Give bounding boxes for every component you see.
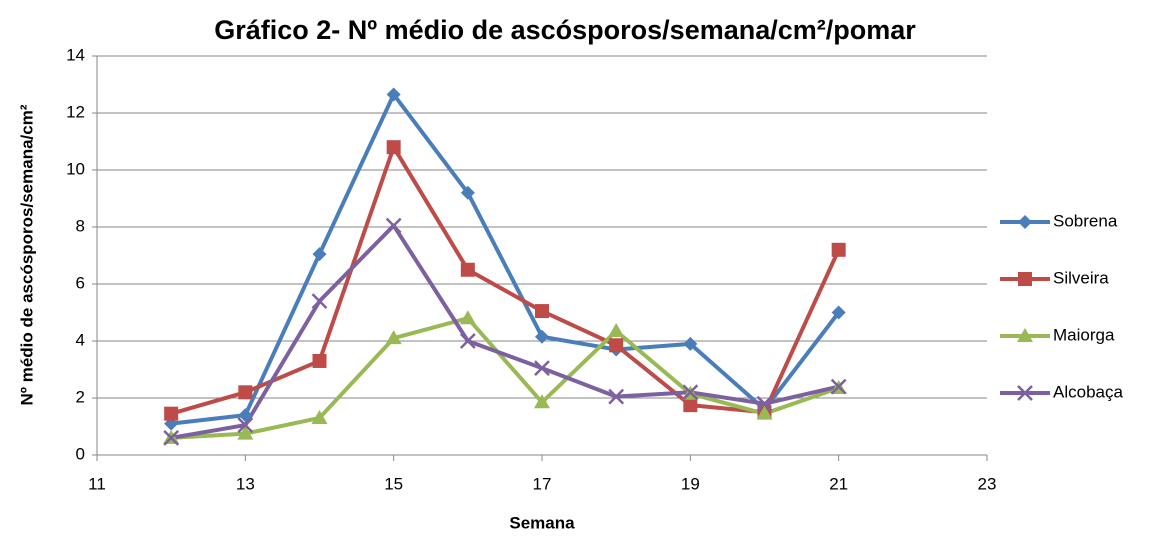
legend-marker: [1018, 272, 1032, 286]
legend-marker: [1017, 328, 1033, 342]
marker: [386, 140, 401, 155]
y-tick-label: 12: [66, 102, 85, 121]
series-line: [170, 92, 841, 426]
marker: [534, 394, 550, 409]
x-axis-label: Semana: [509, 513, 575, 532]
marker: [238, 385, 253, 400]
x-tick-label: 15: [384, 474, 403, 493]
marker: [535, 304, 549, 319]
y-tick-label: 14: [66, 45, 85, 64]
marker: [460, 185, 475, 200]
marker: [164, 406, 179, 421]
marker: [312, 247, 327, 262]
marker: [682, 384, 699, 401]
y-tick-label: 4: [76, 330, 85, 349]
marker: [831, 305, 846, 320]
marker: [237, 425, 254, 440]
marker: [535, 329, 549, 344]
legend-label: Maiorga: [1053, 325, 1115, 344]
x-tick-label: 19: [681, 474, 700, 493]
marker: [163, 430, 180, 446]
x-tick-label: 23: [978, 474, 997, 493]
legend-label: Sobrena: [1053, 211, 1118, 230]
marker: [608, 388, 625, 405]
x-tick-label: 21: [829, 474, 848, 493]
marker: [460, 262, 475, 277]
marker: [311, 293, 328, 309]
marker: [608, 323, 625, 338]
series-line: [170, 223, 840, 440]
x-tick-label: 13: [236, 474, 255, 493]
y-tick-label: 2: [76, 387, 85, 406]
marker: [311, 409, 328, 424]
y-tick-label: 10: [66, 159, 85, 178]
legend-label: Silveira: [1053, 268, 1109, 287]
marker: [312, 353, 327, 368]
marker: [831, 242, 846, 257]
marker: [756, 405, 773, 420]
y-axis-label: Nº médio de ascósporos/semana/cm²: [17, 104, 36, 405]
marker: [386, 87, 401, 102]
marker: [683, 336, 698, 351]
legend-marker: [1017, 385, 1033, 401]
y-tick-label: 0: [76, 444, 85, 463]
series-line: [171, 316, 840, 440]
marker: [385, 330, 402, 345]
marker: [459, 333, 476, 349]
legend-label: Alcobaça: [1053, 382, 1123, 401]
marker: [830, 378, 847, 395]
y-tick-label: 6: [76, 273, 85, 292]
marker: [756, 395, 773, 412]
marker: [534, 360, 550, 376]
x-tick-label: 17: [533, 474, 552, 493]
marker: [609, 338, 624, 353]
marker: [237, 417, 254, 433]
marker: [238, 408, 253, 423]
series-line: [170, 145, 841, 416]
marker: [459, 310, 476, 325]
marker: [385, 217, 402, 234]
legend-marker: [1018, 215, 1032, 229]
x-tick-label: 11: [88, 474, 106, 493]
chart-title: Gráfico 2- Nº médio de ascósporos/semana…: [214, 15, 916, 45]
marker: [683, 398, 698, 413]
y-tick-label: 8: [76, 216, 85, 235]
